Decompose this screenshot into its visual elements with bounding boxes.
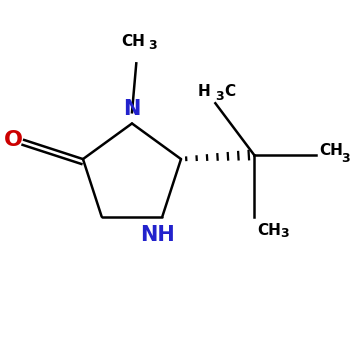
Text: C: C bbox=[224, 84, 235, 99]
Text: NH: NH bbox=[141, 225, 175, 245]
Text: H: H bbox=[197, 84, 210, 99]
Text: CH: CH bbox=[121, 34, 145, 49]
Text: N: N bbox=[123, 99, 141, 119]
Text: 3: 3 bbox=[280, 227, 288, 240]
Text: O: O bbox=[4, 130, 23, 150]
Text: CH: CH bbox=[258, 224, 281, 238]
Text: 3: 3 bbox=[215, 90, 224, 103]
Text: 3: 3 bbox=[342, 152, 350, 165]
Text: CH: CH bbox=[319, 143, 343, 158]
Text: 3: 3 bbox=[148, 39, 157, 52]
